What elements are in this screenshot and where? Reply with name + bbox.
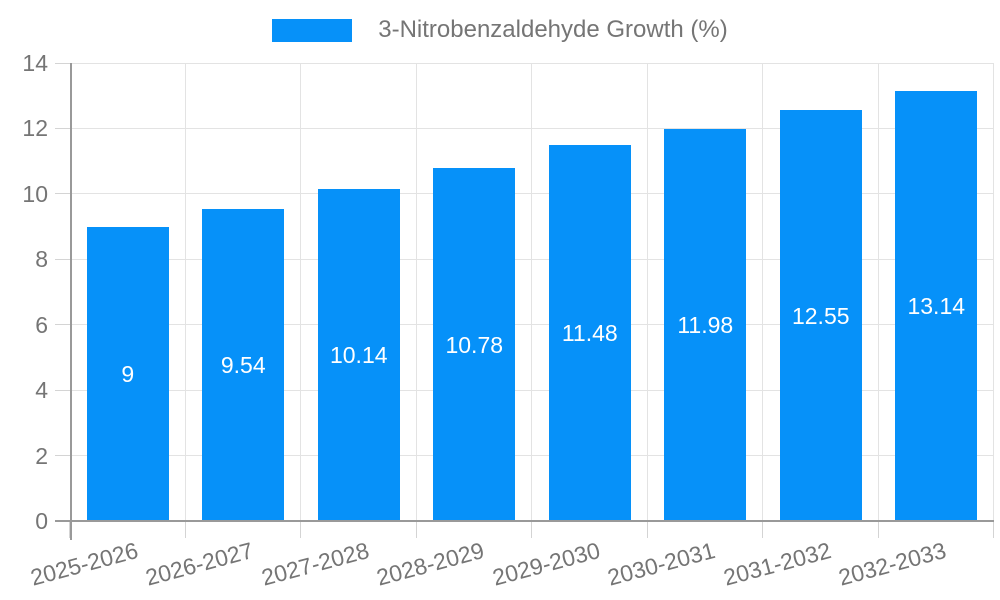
h-gridline [70,455,994,457]
v-gridline [184,63,186,521]
bar[interactable]: 9.54 [202,208,285,521]
y-axis-tick [55,193,70,195]
bar-value-label: 11.98 [677,312,734,339]
bar-value-label: 13.14 [907,293,966,320]
bar-value-label: 10.14 [329,342,388,369]
x-axis-tick [69,521,70,538]
x-axis-tick [877,521,879,538]
y-axis-tick [55,324,70,326]
v-gridline [531,63,532,521]
legend-swatch [272,18,353,42]
y-axis-label: 14 [22,50,48,76]
h-gridline [70,258,994,260]
chart-legend: 3-Nitrobenzaldehyde Growth (%) [0,16,1000,44]
bar-value-label: 10.78 [445,331,504,358]
x-axis-line [55,520,994,522]
y-axis-label: 4 [35,377,48,404]
h-gridline [70,193,994,195]
v-gridline [762,63,763,521]
y-axis-label: 10 [22,180,48,207]
y-axis-line [70,63,72,540]
bar[interactable]: 10.14 [317,189,400,521]
x-axis-tick [531,521,532,538]
y-axis-tick [55,62,70,64]
bar[interactable]: 10.78 [433,168,516,521]
legend-item[interactable]: 3-Nitrobenzaldehyde Growth (%) [272,16,728,44]
plot-area: 9 9.54 10.14 10.78 11.48 11.98 12.55 13.14 [70,62,994,522]
bar[interactable]: 11.48 [548,145,631,521]
x-axis-tick [993,521,994,538]
y-axis-label: 6 [35,311,48,338]
h-gridline [70,62,994,64]
y-axis-label: 8 [35,246,48,273]
h-gridline [70,324,994,326]
x-axis-tick [300,521,301,538]
y-axis-tick [55,455,70,457]
y-axis-label: 12 [22,115,48,142]
y-axis-tick [55,389,70,391]
x-axis-tick [762,521,763,538]
bar-value-label: 9.54 [220,351,266,378]
bar[interactable]: 9 [86,226,169,521]
x-axis-tick [415,521,417,538]
h-gridline [70,127,994,129]
x-axis-tick [184,521,186,538]
y-axis-tick [55,127,70,129]
v-gridline [415,63,417,521]
y-axis-label: 2 [35,442,48,469]
bar[interactable]: 12.55 [779,110,862,521]
bar[interactable]: 13.14 [895,91,978,521]
y-axis-tick [55,258,70,260]
bar-value-label: 9 [121,360,135,387]
legend-label: 3-Nitrobenzaldehyde Growth (%) [378,16,728,43]
v-gridline [993,63,994,521]
v-gridline [646,63,648,521]
bar-value-label: 12.55 [791,302,850,329]
v-gridline [300,63,301,521]
bar-value-label: 11.48 [561,320,618,347]
v-gridline [877,63,879,521]
y-axis-label: 0 [35,508,48,534]
x-axis-tick [646,521,648,538]
h-gridline [70,389,994,391]
bar[interactable]: 11.98 [664,129,747,521]
